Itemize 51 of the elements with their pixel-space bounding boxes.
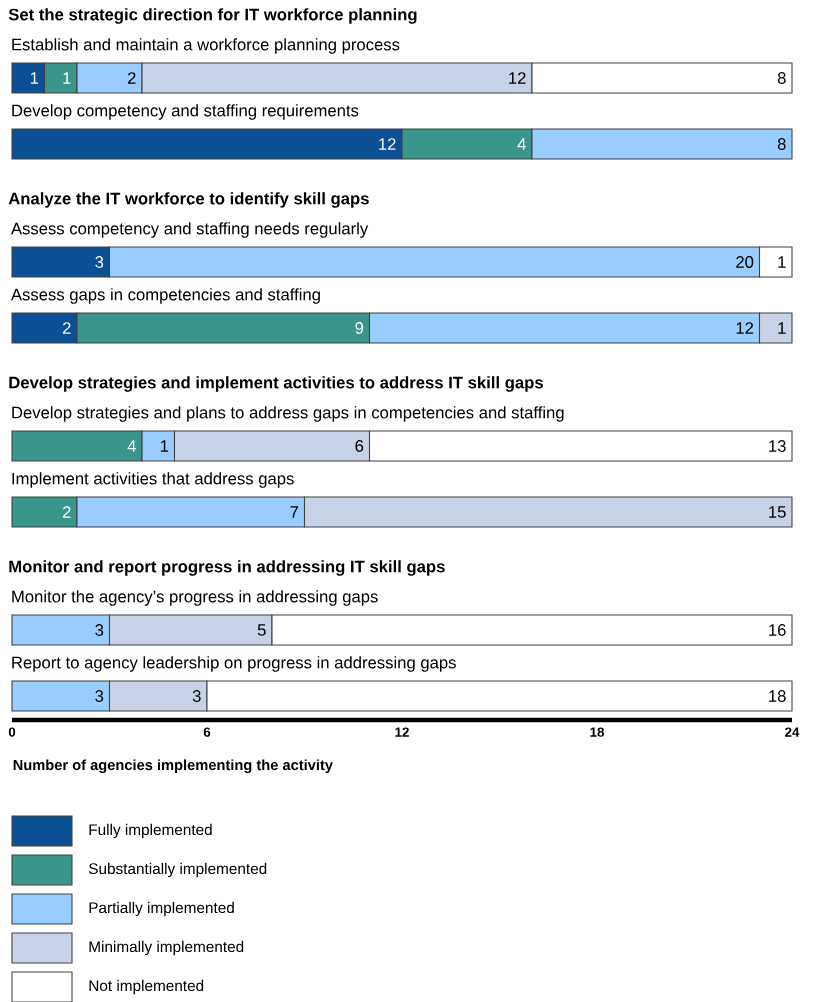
legend-label: Substantially implemented — [88, 862, 267, 878]
y-tick-label: Monitor the agency’s progress in addressing gaps — [12, 590, 378, 606]
annotation: Develop strategies and implement activities to address IT skill gaps — [9, 376, 543, 392]
data-label: 2 — [62, 506, 71, 518]
annotation: Monitor and report progress in addressing IT skill gaps — [9, 560, 445, 576]
data-label: 1 — [778, 322, 786, 334]
x-axis-title: Number of agencies implementing the activity — [13, 759, 333, 774]
data-label: 8 — [777, 138, 786, 150]
legend-label: Fully implemented — [89, 823, 212, 839]
data-label: 16 — [769, 624, 786, 636]
y-tick-label: Develop competency and staffing requirements — [12, 104, 359, 120]
x-tick-label: 6 — [203, 727, 211, 737]
text: Set the strategic direction for IT workforce planning — [8, 8, 417, 24]
y-tick-label: Assess competency and staffing needs regularly — [10, 222, 369, 238]
data-label: 12 — [509, 72, 526, 84]
data-label: 2 — [127, 72, 136, 84]
data-label: 3 — [95, 690, 104, 702]
x-tick-label: 24 — [785, 727, 800, 737]
data-label: 3 — [95, 256, 104, 268]
legend-label: Not implemented — [89, 979, 204, 995]
data-label: 12 — [736, 322, 754, 334]
data-label: 4 — [127, 440, 136, 452]
data-label: 18 — [769, 690, 786, 702]
x-tick-label: 12 — [395, 727, 409, 737]
y-tick-label: Implement activities that address gaps — [12, 472, 294, 488]
data-label: 13 — [769, 440, 786, 452]
y-tick-label: Develop strategies and plans to address gaps in competencies and staffing — [12, 406, 564, 422]
y-tick-label: Report to agency leadership on progress in addressing gaps — [12, 656, 456, 672]
data-label: 12 — [379, 138, 396, 150]
data-label: 1 — [30, 72, 39, 84]
legend-label: Minimally implemented — [89, 940, 244, 956]
legend-label: Partially implemented — [89, 901, 234, 917]
annotation: Analyze the IT workforce to identify skill gaps — [8, 192, 369, 208]
data-label: 3 — [192, 690, 201, 702]
data-label: 4 — [517, 138, 526, 150]
x-tick-label: 0 — [8, 727, 16, 737]
data-label: 3 — [95, 624, 104, 636]
data-label: 6 — [355, 440, 364, 452]
data-label: 1 — [778, 256, 786, 268]
y-tick-label: Establish and maintain a workforce planning process — [12, 38, 400, 54]
x-tick-label: 18 — [590, 727, 605, 737]
data-label: 5 — [257, 624, 266, 636]
data-label: 9 — [355, 322, 364, 334]
data-label: 1 — [160, 440, 169, 452]
data-label: 1 — [63, 72, 71, 84]
data-label: 20 — [736, 256, 754, 268]
data-label: 2 — [62, 322, 71, 334]
data-label: 15 — [769, 506, 786, 518]
data-label: 8 — [777, 72, 786, 84]
y-tick-label: Assess gaps in competencies and staffing — [10, 288, 320, 304]
data-label: 7 — [290, 506, 299, 518]
